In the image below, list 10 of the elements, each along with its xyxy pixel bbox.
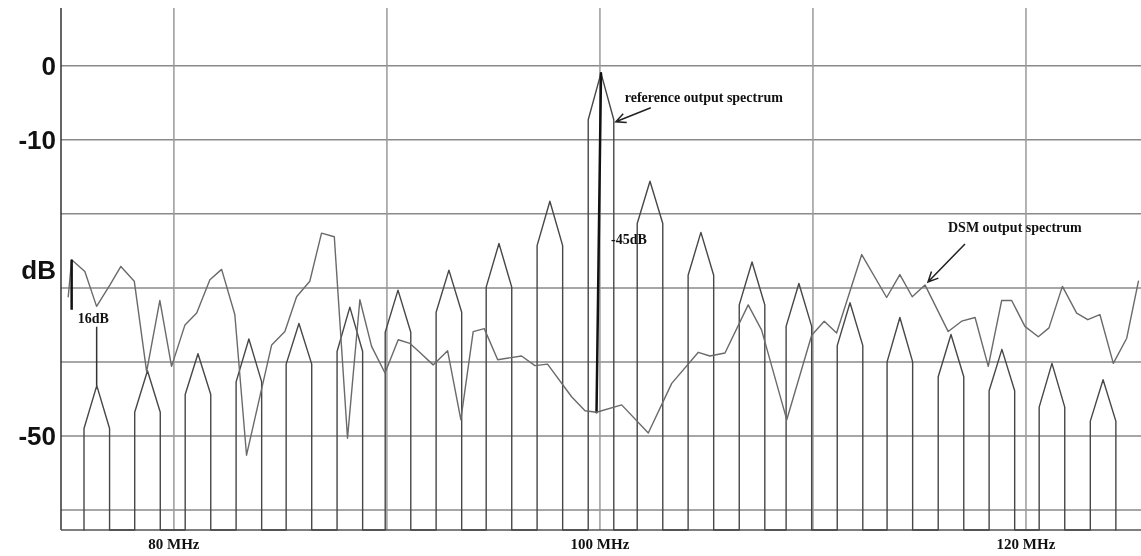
annotation: 16dB <box>77 310 109 326</box>
y-tick-label: -50 <box>18 421 56 452</box>
annotation: reference output spectrum <box>624 89 784 105</box>
y-tick-label: 0 <box>41 51 56 82</box>
annotation: DSM output spectrum <box>948 219 1083 235</box>
x-tick-label: 100 MHz <box>570 536 630 552</box>
x-tick-label: 120 MHz <box>996 536 1056 552</box>
y-tick-label: -10 <box>18 125 56 156</box>
x-tick-label: 80 MHz <box>148 536 200 552</box>
y-axis-title: dB <box>21 255 56 286</box>
